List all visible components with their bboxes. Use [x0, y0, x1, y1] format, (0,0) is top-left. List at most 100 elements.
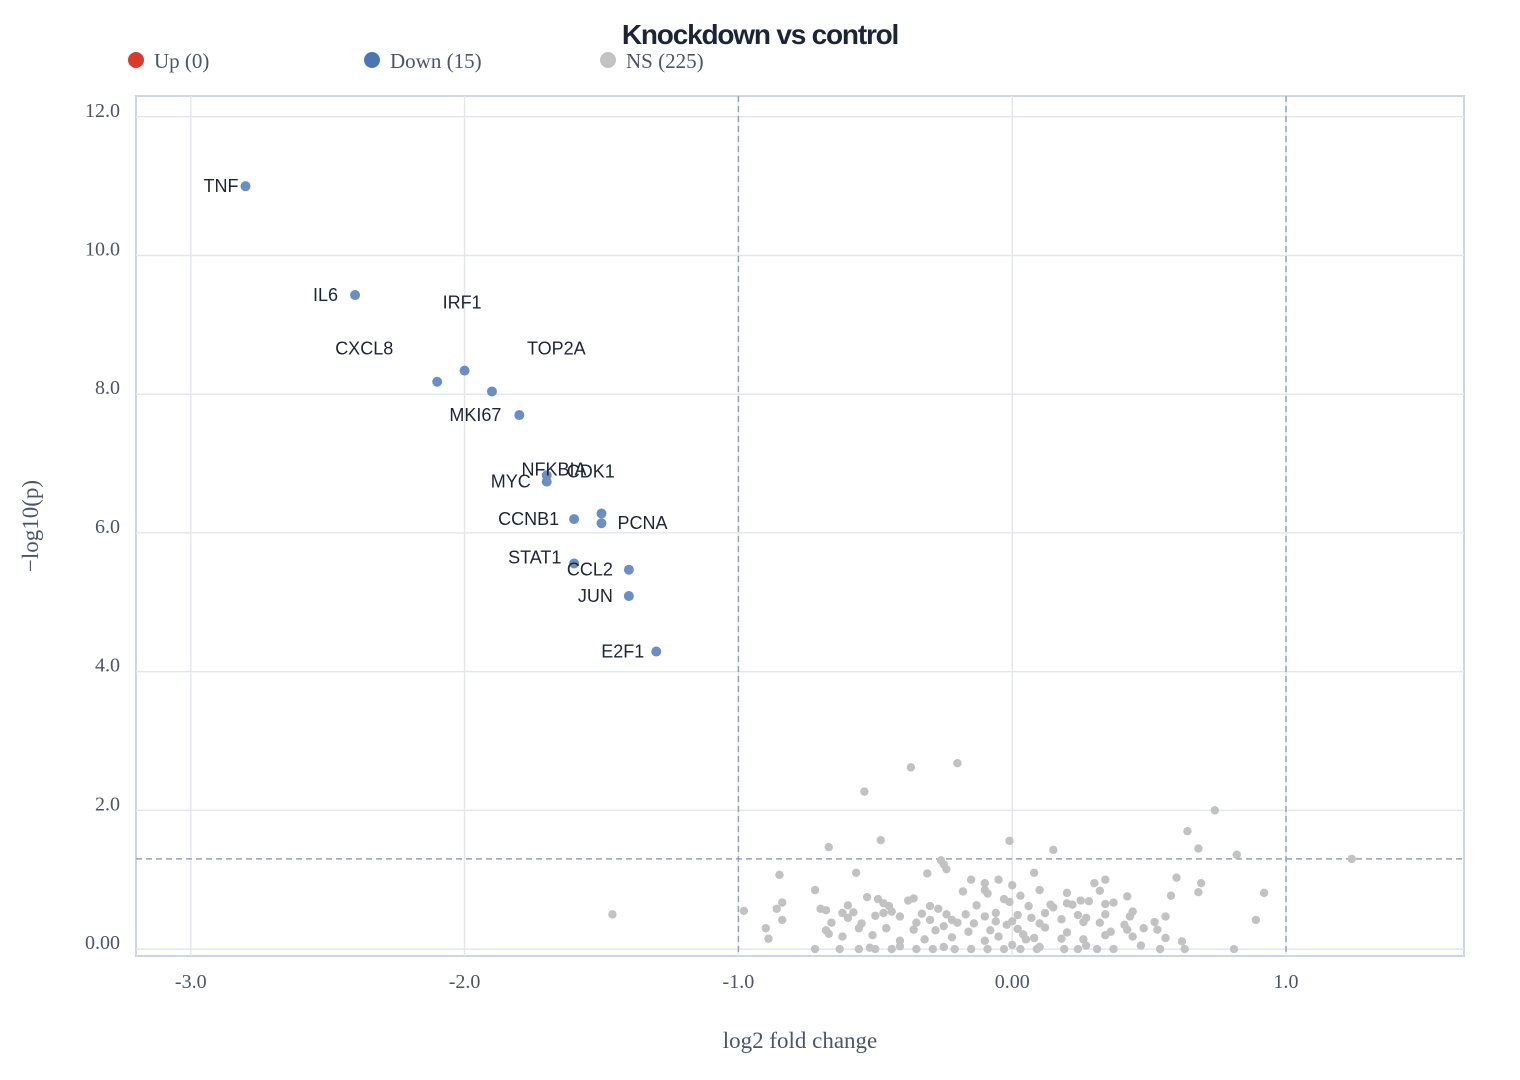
y-tick-label: 12.0	[85, 100, 120, 122]
ns-point	[827, 918, 836, 927]
y-axis-ticks: 0.00 2.0 4.0 6.0 8.0 10.0 12.0	[85, 100, 120, 954]
ns-point	[1123, 925, 1132, 934]
ns-point	[810, 944, 820, 954]
gene-label: IL6	[313, 285, 338, 305]
ns-point	[778, 898, 787, 907]
ns-point	[1229, 944, 1239, 954]
ns-point	[1060, 944, 1069, 954]
ns-point	[860, 787, 869, 796]
gene-label: TNF	[204, 176, 239, 196]
ns-point	[1153, 925, 1162, 934]
ns-point	[1101, 910, 1110, 919]
ns-point	[1057, 915, 1066, 924]
ns-point	[865, 943, 875, 952]
ns-point	[1166, 891, 1176, 900]
down-point	[541, 476, 552, 487]
ns-point	[849, 908, 858, 917]
y-tick-label: 2.0	[95, 793, 120, 815]
gene-label: MKI67	[449, 405, 501, 425]
ns-point	[854, 924, 864, 933]
x-tick-label: -1.0	[723, 971, 755, 993]
ns-point	[1161, 912, 1170, 921]
ns-point	[854, 944, 864, 954]
down-point	[350, 290, 361, 301]
ns-point	[969, 919, 979, 928]
ns-point	[1049, 845, 1058, 855]
ns-point	[739, 906, 749, 916]
ns-point	[920, 935, 929, 944]
ns-point	[1194, 887, 1203, 897]
ns-point	[1095, 918, 1105, 927]
ns-point	[1029, 933, 1039, 943]
ns-point	[1194, 844, 1203, 853]
x-axis-ticks: -3.0 -2.0 -1.0 0.00 1.0	[175, 971, 1299, 993]
ns-point	[991, 917, 1000, 926]
ns-point	[917, 909, 927, 918]
ns-point	[950, 944, 959, 954]
ns-point	[1347, 854, 1356, 864]
legend-swatch	[128, 52, 144, 68]
ns-point	[923, 869, 932, 878]
ns-point	[761, 924, 770, 933]
legend-swatch	[600, 52, 616, 68]
ns-point	[821, 906, 831, 915]
ns-point	[1008, 940, 1017, 950]
ns-point	[1101, 875, 1110, 884]
ns-point	[764, 934, 773, 943]
ns-point	[1232, 850, 1241, 859]
down-point	[569, 514, 580, 525]
ns-point	[953, 758, 962, 768]
x-axis-label: log2 fold change	[723, 1028, 878, 1053]
down-point	[459, 365, 470, 376]
ns-point	[947, 915, 957, 925]
ns-point	[1021, 935, 1031, 944]
y-tick-label: 6.0	[95, 516, 120, 538]
legend-label: Down (15)	[390, 49, 482, 73]
ns-point	[994, 932, 1003, 941]
gene-label: PCNA	[617, 513, 667, 533]
ns-point	[778, 915, 787, 925]
ns-point	[1090, 878, 1099, 888]
legend-label: Up (0)	[154, 49, 209, 73]
ns-point	[1027, 913, 1036, 923]
ns-point	[991, 908, 1000, 918]
ns-point	[1062, 888, 1072, 898]
ns-point	[1013, 910, 1022, 920]
ns-point	[1259, 888, 1269, 898]
y-axis-label: −log10(p)	[18, 480, 43, 572]
chart-title: Knockdown vs control	[622, 19, 898, 50]
ns-point	[895, 942, 905, 951]
ns-point	[1016, 891, 1025, 900]
ns-point	[909, 925, 918, 934]
ns-point	[1095, 886, 1105, 896]
ns-point	[906, 763, 916, 772]
plot-frame	[135, 95, 1465, 957]
ns-series	[608, 758, 1356, 954]
gene-label: IRF1	[443, 293, 482, 313]
gene-label: E2F1	[601, 642, 644, 662]
ns-point	[1035, 885, 1044, 895]
ns-point	[835, 944, 844, 954]
ns-point	[608, 910, 617, 919]
ns-point	[876, 835, 885, 845]
ns-point	[1005, 836, 1014, 846]
ns-point	[884, 901, 894, 911]
y-tick-label: 10.0	[85, 239, 120, 261]
ns-point	[1101, 930, 1110, 940]
legend-swatch	[364, 52, 380, 68]
ns-point	[1049, 903, 1058, 912]
ns-point	[934, 904, 943, 914]
down-point	[486, 386, 497, 397]
ns-point	[1040, 923, 1050, 932]
ns-point	[1084, 897, 1094, 906]
ns-point	[1172, 873, 1181, 882]
ns-point	[879, 908, 888, 918]
gene-label: TOP2A	[527, 338, 586, 358]
down-point	[240, 181, 251, 192]
ns-point	[810, 885, 820, 895]
y-tick-label: 4.0	[95, 655, 120, 677]
legend: Up (0) Down (15) NS (225)	[128, 49, 704, 73]
ns-point	[1076, 896, 1085, 905]
